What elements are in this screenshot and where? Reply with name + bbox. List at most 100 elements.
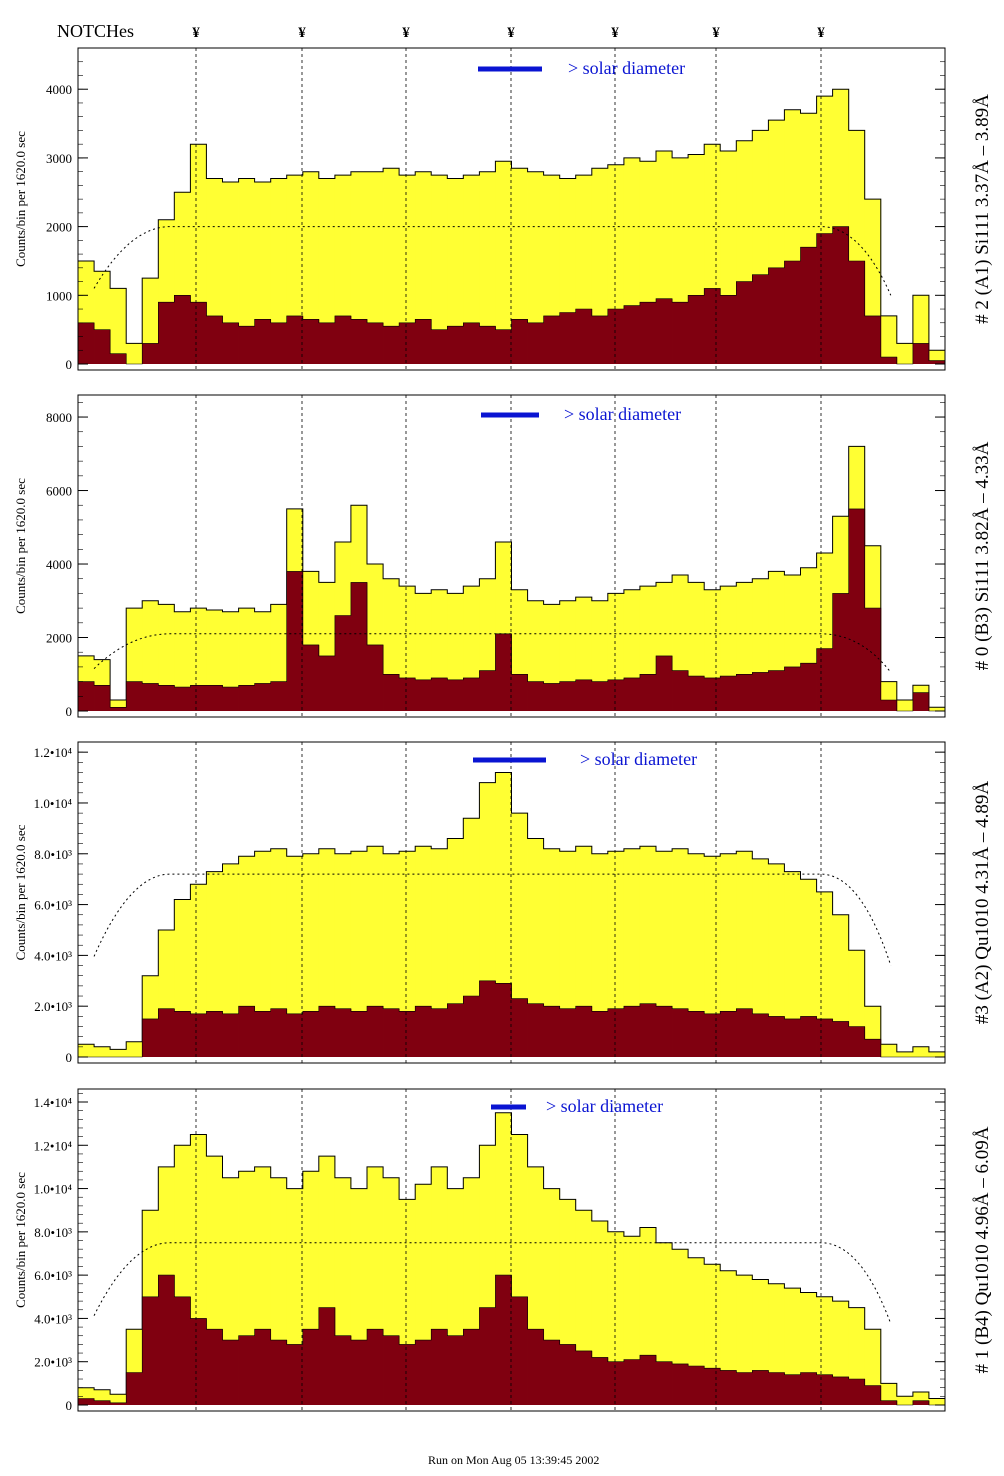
bar (383, 326, 400, 364)
bar (688, 676, 705, 711)
chart-panel-4: 0 2.0•10³ 4.0•10³ 6.0•10³ 8.0•10³ 1.0•10⁴ 1.2•… (13, 1088, 993, 1413)
bar (864, 1385, 882, 1405)
bar (174, 1296, 191, 1405)
series-outline (78, 1112, 945, 1399)
bar (431, 329, 448, 364)
bar (880, 1044, 898, 1057)
bar (78, 322, 95, 364)
bar (447, 326, 464, 364)
bar (656, 1006, 673, 1057)
bar (334, 315, 352, 364)
bar (591, 168, 609, 364)
bar (816, 648, 834, 711)
bar (736, 1008, 753, 1057)
bar (367, 846, 384, 1057)
bar (158, 685, 175, 711)
bar (399, 322, 416, 364)
bar (350, 851, 368, 1057)
envelope-curve (93, 1242, 892, 1324)
bar (720, 1011, 737, 1057)
bar (896, 1051, 914, 1057)
bar (254, 181, 272, 364)
bar (688, 853, 705, 1057)
bar (431, 848, 448, 1057)
bar (880, 1400, 898, 1405)
bar (527, 838, 545, 1057)
y-tick-label: 2000 (46, 631, 72, 646)
bar (848, 508, 866, 711)
bar (254, 1329, 272, 1405)
bar (688, 1011, 705, 1057)
plot-frame (77, 394, 946, 718)
bar (527, 322, 545, 364)
bar (656, 655, 673, 711)
bar (672, 302, 689, 364)
bar (174, 611, 191, 711)
y-tick-label: 1.0•10⁴ (34, 1182, 73, 1197)
bar (511, 168, 528, 364)
bar (704, 856, 721, 1057)
bar (142, 1018, 159, 1057)
y-tick-label: 6.0•10³ (34, 898, 72, 913)
bar (656, 1361, 673, 1405)
bar (543, 315, 561, 364)
plot-frame (77, 1088, 946, 1412)
y-tick-label: 0 (66, 1050, 73, 1065)
solar-diameter-label: > solar diameter (568, 58, 685, 78)
bar (206, 871, 223, 1057)
y-axis-label: Counts/bin per 1620.0 sec (13, 131, 28, 267)
bar (222, 181, 239, 364)
y-axis-label: Counts/bin per 1620.0 sec (13, 478, 28, 614)
bar (720, 295, 737, 364)
bar (607, 1361, 625, 1405)
y-axis-label: Counts/bin per 1620.0 sec (13, 824, 28, 960)
envelope-curve (93, 226, 892, 296)
bar (736, 674, 753, 711)
bar (126, 1372, 143, 1405)
panel-title: # 1 (B4) Qu1010 4.96Å – 6.09Å (972, 1126, 993, 1373)
bar (623, 1006, 641, 1057)
bar (896, 1396, 914, 1405)
bar (110, 1402, 127, 1405)
bar (672, 670, 689, 711)
panel-title: #3 (A2) Qu1010 4.31Å – 4.89Å (972, 781, 993, 1025)
bar (928, 360, 946, 364)
bar (415, 171, 432, 364)
y-tick-label: 2.0•10³ (34, 999, 72, 1014)
bar (912, 1046, 930, 1057)
bar (318, 848, 336, 1057)
bar (688, 1366, 705, 1405)
panel-title: # 0 (B3) Si111 3.82Å – 4.33Å (972, 441, 993, 670)
bar (431, 1008, 448, 1057)
bar (142, 1296, 159, 1405)
bar (302, 319, 320, 364)
bar (302, 1011, 320, 1057)
bar (334, 615, 352, 711)
series-outline (78, 88, 945, 351)
bar (784, 871, 801, 1057)
plot-frame (77, 47, 946, 371)
bar (784, 1374, 801, 1405)
bar (800, 1016, 817, 1057)
bar (415, 1006, 432, 1057)
y-tick-label: 0 (66, 357, 73, 372)
bar (848, 1026, 866, 1057)
bar (527, 171, 545, 364)
bar (816, 1018, 834, 1057)
bar (912, 692, 930, 711)
y-tick-label: 8.0•10³ (34, 1225, 72, 1240)
notch-marker-5: ¥ (611, 25, 619, 41)
bar (768, 267, 785, 364)
bar (816, 1374, 834, 1405)
bar (511, 319, 528, 364)
bar (158, 1275, 175, 1405)
bar (672, 848, 689, 1057)
y-tick-label: 4000 (46, 82, 72, 97)
bar (367, 644, 384, 711)
bar (286, 1013, 304, 1057)
notch-marker-6: ¥ (712, 25, 720, 41)
y-tick-label: 1.2•10⁴ (34, 1138, 73, 1153)
notch-marker-3: ¥ (402, 25, 410, 41)
bar (399, 1344, 416, 1405)
